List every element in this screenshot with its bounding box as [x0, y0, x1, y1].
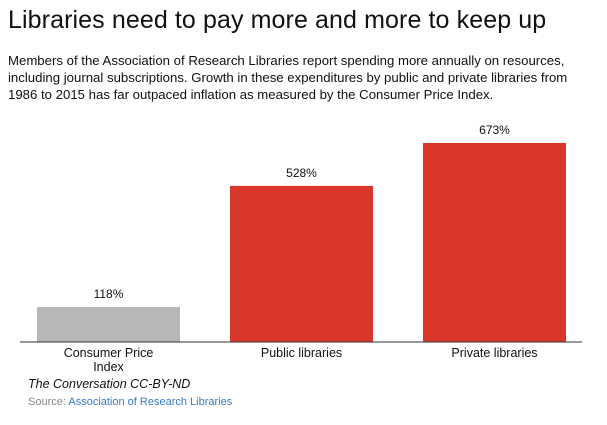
bars-group — [37, 143, 566, 342]
chart-title: Libraries need to pay more and more to k… — [8, 6, 547, 34]
value-label: 528% — [286, 166, 317, 180]
category-label: Private libraries — [451, 346, 537, 360]
bar-private-libraries — [423, 143, 566, 342]
source-prefix: Source: — [28, 396, 69, 408]
category-label: Consumer Price — [64, 346, 154, 360]
bar-public-libraries — [230, 185, 373, 342]
source-line: Source: Association of Research Librarie… — [28, 396, 232, 408]
bar-consumer-price-index — [37, 307, 180, 342]
credit-text: The Conversation CC-BY-ND — [28, 377, 191, 391]
value-label: 118% — [94, 287, 124, 301]
source-link[interactable]: Association of Research Libraries — [68, 396, 233, 408]
value-labels-group: 118% 528% 673% — [94, 123, 511, 301]
chart-subtitle: Members of the Association of Research L… — [8, 53, 568, 102]
category-label: Public libraries — [261, 346, 342, 360]
category-label: Index — [93, 360, 124, 374]
value-label: 673% — [479, 123, 510, 137]
